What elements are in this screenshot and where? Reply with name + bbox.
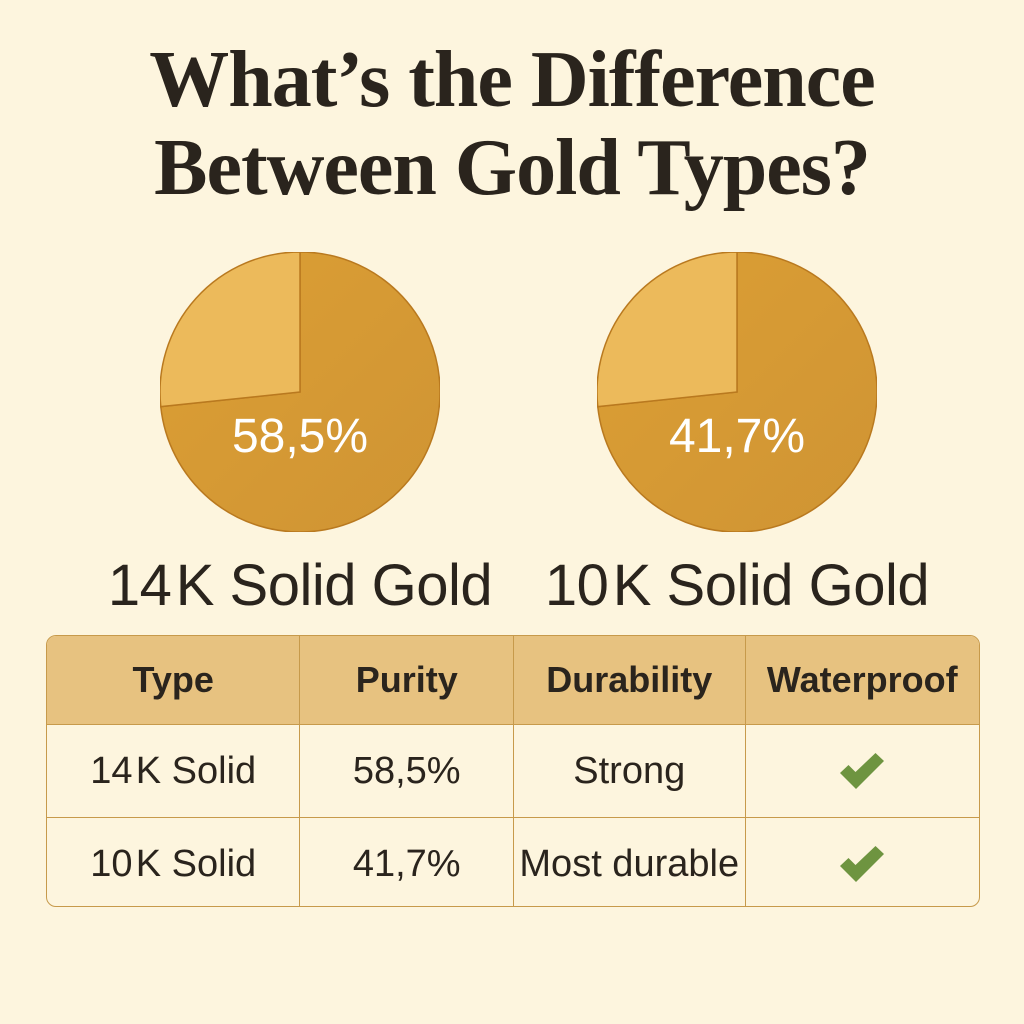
svg-text:41,7%: 41,7% xyxy=(669,410,805,463)
svg-text:58,5%: 58,5% xyxy=(232,410,368,463)
